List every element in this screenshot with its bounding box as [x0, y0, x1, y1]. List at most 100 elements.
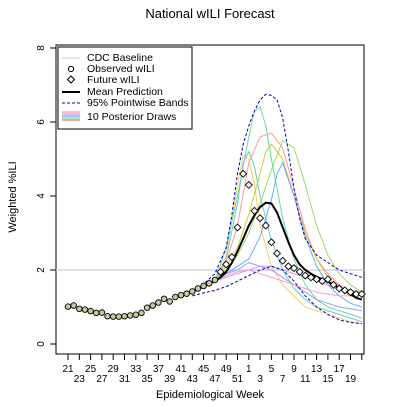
posterior-draw-4 [214, 139, 363, 293]
observed-point-24 [200, 282, 207, 290]
future-point-43 [306, 273, 315, 282]
x-tick-label-23: 23 [74, 374, 86, 385]
future-point-30 [233, 223, 242, 232]
plot-area [56, 93, 366, 325]
band-lower-line [192, 265, 362, 325]
x-tick-label-3: 3 [257, 374, 263, 385]
posterior-draw-7 [214, 161, 362, 308]
legend-label-observed: Observed wILI [87, 63, 155, 75]
future-point-47 [329, 280, 338, 289]
observed-point-15 [149, 302, 156, 309]
x-tick-label-15: 15 [322, 374, 334, 385]
x-tick-label-13: 13 [311, 364, 323, 375]
future-point-50 [346, 288, 355, 297]
observed-point-0 [64, 303, 72, 310]
y-tick-label-2: 2 [36, 267, 47, 273]
observed-point-5 [92, 309, 100, 317]
x-tick-label-5: 5 [269, 364, 275, 375]
posterior-draw-2 [214, 154, 362, 325]
observed-point-20 [177, 291, 185, 299]
x-tick-label-45: 45 [198, 364, 210, 375]
legend-box [57, 46, 193, 130]
band-upper-line [192, 93, 362, 291]
future-point-32 [244, 180, 253, 189]
y-tick-label-6: 6 [36, 119, 47, 125]
observed-point-17 [160, 295, 168, 303]
observed-point-11 [126, 312, 134, 319]
observed-point-2 [76, 305, 83, 313]
x-tick-label-39: 39 [164, 374, 176, 385]
future-point-46 [323, 275, 332, 284]
observed-point-6 [98, 309, 106, 316]
legend-label-draws: 10 Posterior Draws [87, 111, 176, 123]
observed-point-16 [155, 299, 162, 306]
observed-point-22 [189, 288, 196, 295]
y-tick-label-0: 0 [36, 341, 47, 347]
future-point-51 [352, 290, 361, 299]
chart-title: National wILI Forecast [145, 6, 275, 21]
x-axis-label: Epidemiological Week [156, 389, 265, 401]
x-tick-label-1: 1 [246, 364, 252, 375]
x-tick-label-27: 27 [96, 374, 108, 385]
x-tick-label-17: 17 [334, 364, 346, 375]
posterior-draw-1 [214, 132, 362, 297]
x-tick-label-7: 7 [280, 374, 286, 385]
future-point-34 [256, 214, 265, 223]
future-point-28 [222, 260, 231, 269]
x-tick-label-41: 41 [175, 364, 187, 375]
future-point-52 [357, 290, 366, 299]
observed-point-7 [104, 313, 111, 320]
observed-point-13 [138, 309, 145, 317]
x-tick-label-11: 11 [300, 374, 311, 385]
observed-point-4 [87, 307, 94, 315]
future-point-41 [295, 267, 304, 276]
observed-point-19 [172, 293, 179, 301]
observed-point-1 [70, 302, 77, 309]
observed-point-9 [115, 313, 123, 320]
x-tick-label-31: 31 [119, 374, 131, 385]
y-tick-label-8: 8 [36, 45, 47, 51]
observed-point-12 [132, 311, 140, 319]
legend-key-future [66, 75, 76, 84]
future-point-42 [301, 271, 310, 280]
observed-point-3 [81, 306, 89, 313]
observed-point-14 [143, 304, 151, 311]
future-point-39 [284, 262, 293, 271]
future-point-40 [289, 264, 299, 273]
legend-label-baseline: CDC Baseline [87, 52, 153, 64]
y-axis-label: Weighted %ILI [7, 161, 19, 232]
future-point-48 [335, 284, 344, 293]
legend-key-draws [62, 111, 80, 121]
x-tick-label-37: 37 [153, 364, 165, 375]
plot-frame [55, 44, 365, 355]
x-tick-label-19: 19 [345, 374, 357, 385]
x-tick-label-49: 49 [221, 364, 233, 375]
y-axis: 0 2 4 6 8 [36, 45, 56, 347]
future-point-31 [239, 169, 248, 178]
future-point-45 [318, 277, 327, 286]
observed-point-18 [166, 298, 173, 305]
legend-label-bands: 95% Pointwise Bands [87, 97, 189, 109]
x-tick-label-33: 33 [130, 364, 142, 375]
observed-point-23 [194, 285, 202, 292]
x-tick-label-25: 25 [85, 364, 97, 375]
future-point-36 [267, 238, 276, 247]
future-point-44 [312, 275, 321, 284]
observed-point-8 [109, 313, 117, 320]
future-point-33 [250, 206, 259, 215]
x-tick-label-21: 21 [62, 364, 74, 375]
posterior-draw-10 [214, 269, 362, 297]
future-point-35 [261, 221, 270, 230]
future-point-49 [340, 286, 349, 295]
x-tick-label-35: 35 [142, 374, 154, 385]
posterior-draw-8 [214, 262, 362, 312]
legend: CDC Baseline Observed wILI Future wILI M… [57, 46, 193, 130]
x-tick-label-9: 9 [291, 364, 297, 375]
future-point-38 [278, 256, 287, 265]
legend-label-future: Future wILI [87, 74, 140, 86]
observed-point-26 [211, 276, 219, 284]
observed-point-21 [183, 290, 190, 297]
future-point-37 [273, 249, 282, 258]
